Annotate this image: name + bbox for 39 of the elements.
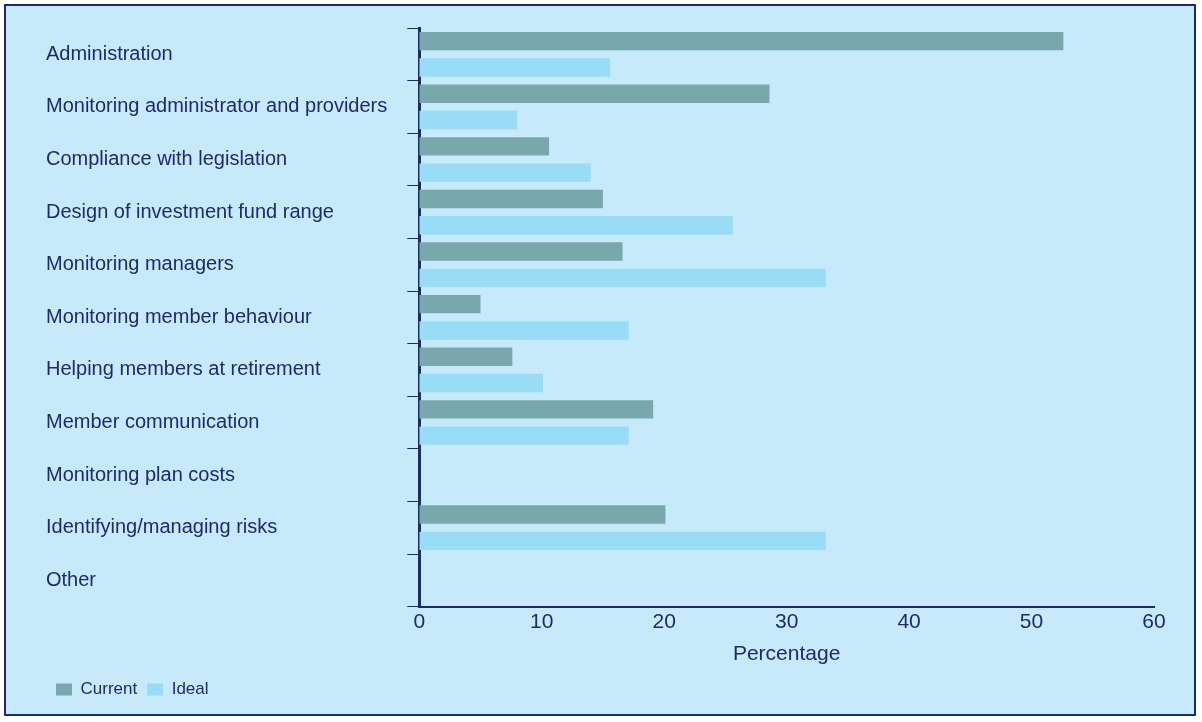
bar <box>419 347 513 366</box>
bar <box>419 505 666 524</box>
y-tick-label: Identifying/managing risks <box>46 515 278 538</box>
bar <box>419 321 629 340</box>
bar <box>419 400 654 419</box>
bar <box>419 163 591 182</box>
x-axis-title: Percentage <box>732 641 841 665</box>
x-tick-label: 50 <box>1019 609 1044 632</box>
y-tick-label: Monitoring administrator and providers <box>46 94 388 117</box>
y-tick-label: Administration <box>46 41 173 64</box>
y-tick-label: Helping members at retirement <box>46 357 321 380</box>
legend-label: Current <box>80 679 138 699</box>
bar <box>419 189 603 209</box>
bar <box>419 137 550 156</box>
y-tick-label: Other <box>46 567 97 590</box>
y-tick-label: Compliance with legislation <box>46 147 288 170</box>
y-tick-label: Member communication <box>46 410 260 433</box>
bar <box>419 242 623 261</box>
bar <box>419 58 611 77</box>
legend-label: Ideal <box>171 679 209 699</box>
bar <box>419 294 481 314</box>
y-tick-label: Design of investment fund range <box>46 199 334 222</box>
x-tick-label: 40 <box>897 609 921 632</box>
y-tick-label: Monitoring managers <box>46 252 234 275</box>
x-tick-label: 10 <box>530 609 554 632</box>
x-tick-label: 20 <box>652 609 676 632</box>
bar <box>419 216 733 235</box>
x-tick-label: 30 <box>774 609 799 632</box>
x-tick-label: 0 <box>413 609 426 632</box>
x-tick-label: 60 <box>1142 609 1166 632</box>
bar <box>419 84 770 103</box>
bar <box>419 268 826 288</box>
bar <box>419 426 629 445</box>
y-tick-label: Monitoring plan costs <box>46 462 235 485</box>
bar <box>419 373 543 393</box>
bar <box>419 531 826 551</box>
bar <box>419 110 518 130</box>
bar <box>419 31 1064 51</box>
y-tick-label: Monitoring member behaviour <box>46 304 313 327</box>
